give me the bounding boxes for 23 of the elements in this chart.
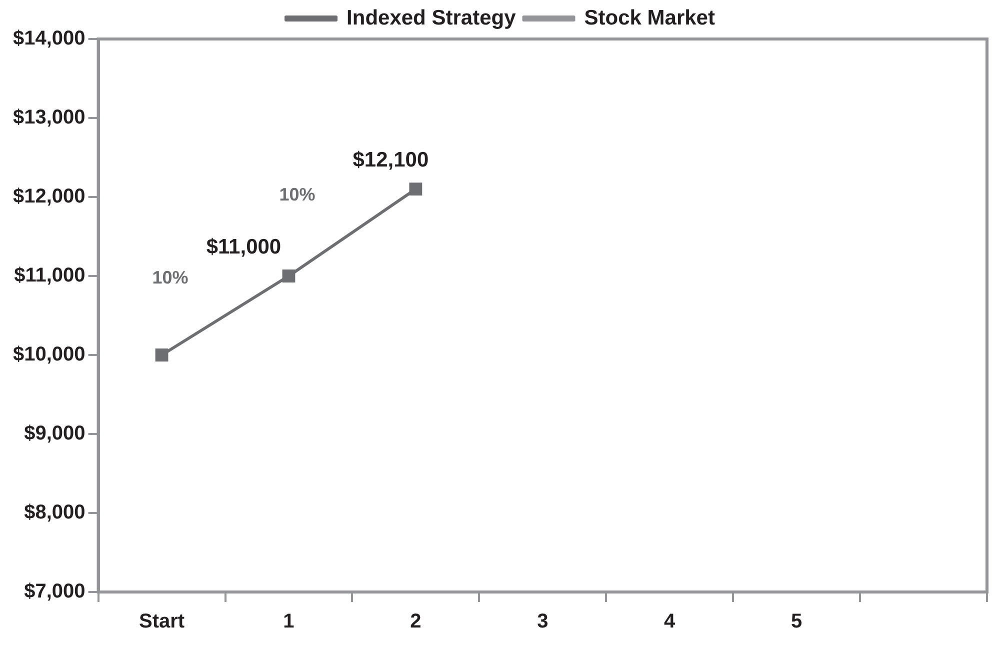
y-tick-label: $11,000 [14, 264, 86, 287]
legend-label: Stock Market [584, 6, 715, 30]
legend-label: Indexed Strategy [346, 6, 516, 30]
y-tick-label: $13,000 [13, 106, 86, 129]
y-tick-label: $7,000 [24, 580, 86, 603]
y-tick-label: $12,000 [13, 186, 86, 208]
x-tick-label: Start [138, 610, 185, 633]
point [409, 182, 422, 196]
x-tick-label: 5 [791, 610, 802, 633]
y-tick-label: $9,000 [24, 422, 86, 445]
y-tick-label: $8,000 [24, 502, 86, 524]
x-tick-label: 2 [410, 610, 422, 633]
annotation: 10% [152, 267, 188, 288]
y-tick-label: $10,000 [13, 344, 86, 366]
annotation: 10% [279, 184, 316, 205]
data-label: $12,100 [352, 148, 429, 172]
x-tick-label: 4 [664, 610, 676, 633]
point [282, 270, 296, 282]
point [155, 348, 168, 362]
data-label: $11,000 [206, 235, 282, 258]
x-tick-label: 1 [283, 610, 294, 633]
x-tick-label: 3 [537, 610, 548, 633]
y-tick-label: $14,000 [13, 28, 86, 50]
